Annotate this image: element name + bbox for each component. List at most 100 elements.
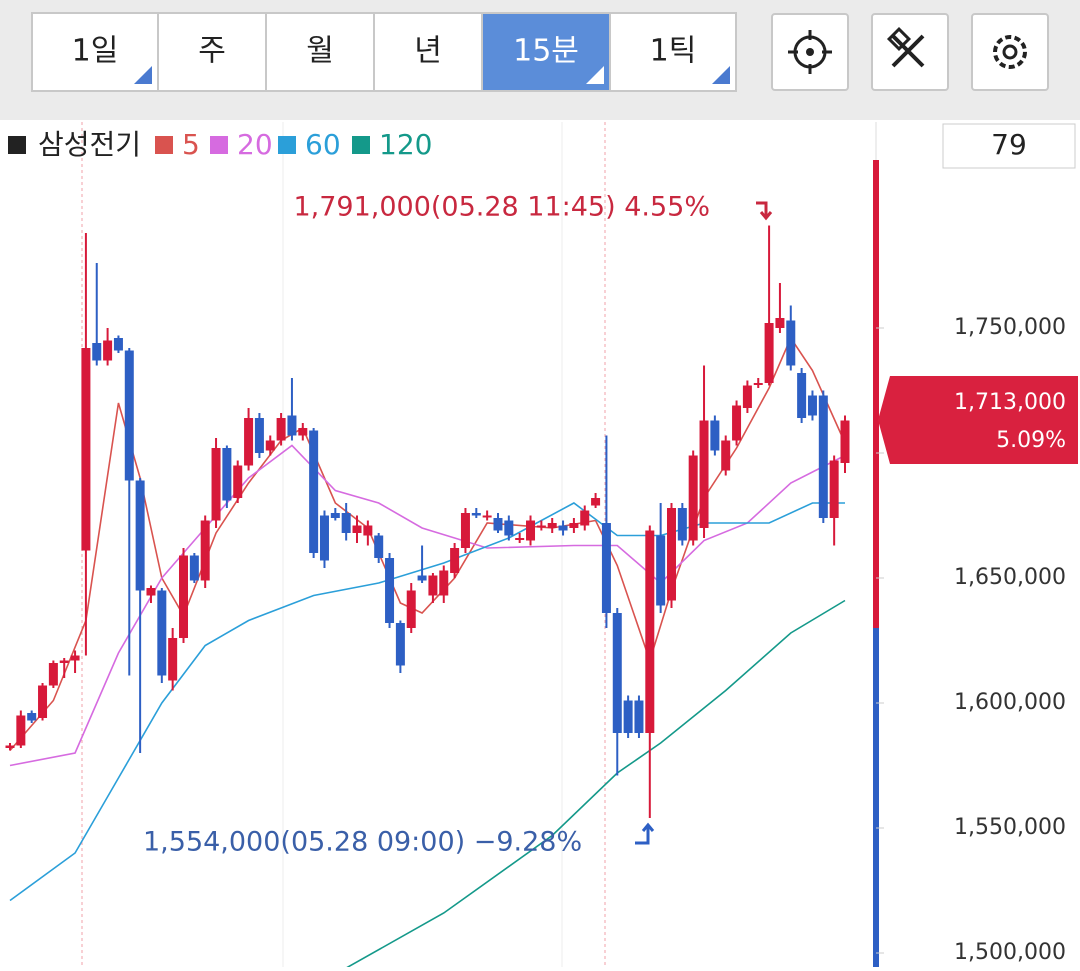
candle-body: [493, 518, 503, 531]
legend-label: 60: [305, 128, 341, 161]
legend-swatch: [278, 136, 296, 154]
candle-body: [482, 515, 492, 518]
candle-body: [591, 498, 601, 506]
low-arrow: [635, 822, 655, 845]
period-label[interactable]: 주: [198, 34, 226, 69]
candle-body: [254, 418, 264, 453]
candle-body: [460, 513, 470, 548]
moving-average: [9, 444, 846, 767]
candle-body: [352, 525, 362, 533]
candle-body: [189, 555, 199, 581]
candle-body: [677, 508, 687, 541]
legend-swatch: [210, 136, 228, 154]
candle-body: [829, 460, 839, 518]
candle-body: [601, 523, 611, 613]
high-annotation: 1,791,000(05.28 11:45) 4.55%: [293, 192, 710, 223]
candle-body: [168, 638, 178, 681]
legend-swatch: [155, 136, 173, 154]
candle-body: [634, 700, 644, 733]
candle-body: [124, 350, 134, 481]
candle-body: [515, 538, 525, 540]
candle-body: [265, 440, 275, 451]
period-button[interactable]: [373, 12, 483, 92]
toolbar: 1일 주 월 년 15분 1틱: [31, 12, 737, 92]
candle-body: [818, 395, 828, 518]
candle-body: [157, 590, 167, 676]
candle-body: [580, 510, 590, 526]
candle-body: [179, 555, 189, 638]
candle-body: [222, 448, 232, 501]
period-button[interactable]: [157, 12, 267, 92]
high-arrow: [756, 201, 773, 221]
candle-body: [807, 395, 817, 416]
candle-body: [753, 383, 763, 385]
candle-body: [330, 513, 340, 518]
candle-body: [341, 513, 351, 533]
y-tick-label: 1,500,000: [954, 940, 1066, 965]
candle-body: [732, 405, 742, 441]
period-label[interactable]: 월: [306, 34, 334, 69]
y-tick-label: 1,600,000: [954, 690, 1066, 715]
candle-body: [721, 440, 731, 471]
candle-body: [428, 575, 438, 596]
price-change: 5.09%: [996, 428, 1066, 453]
candle-body: [656, 535, 666, 606]
candle-body: [92, 343, 102, 361]
period-label[interactable]: 15분: [513, 34, 579, 69]
candle-body: [623, 700, 633, 733]
legend: 삼성전기 5 20 60 120: [8, 128, 432, 161]
candle-body: [645, 530, 655, 733]
candle-body: [135, 480, 145, 591]
period-label[interactable]: 년: [414, 34, 442, 69]
candle-body: [536, 525, 546, 528]
candle-body: [786, 320, 796, 366]
candle-body: [200, 520, 210, 581]
moving-average: [9, 502, 845, 902]
legend-label: 20: [237, 128, 273, 161]
candle-body: [547, 523, 557, 528]
candle-body: [103, 340, 113, 361]
candle-body: [775, 318, 785, 328]
icon-crosshair[interactable]: [771, 13, 849, 91]
candle-body: [374, 535, 384, 558]
candle-body: [59, 660, 69, 663]
candle-body: [385, 558, 395, 623]
candle-body: [146, 588, 156, 596]
icon-settings[interactable]: [971, 13, 1049, 91]
candle-body: [612, 613, 622, 733]
moving-average: [345, 599, 846, 969]
candle-body: [699, 420, 709, 528]
moving-average: [9, 336, 846, 752]
legend-label: 5: [182, 128, 200, 161]
candle-body: [276, 418, 286, 441]
candle-body: [309, 430, 319, 553]
y-tick-label: 1,550,000: [954, 815, 1066, 840]
dropdown-corner: [134, 66, 152, 84]
dropdown-corner: [712, 66, 730, 84]
legend-swatch: [352, 136, 370, 154]
candle-body: [471, 513, 481, 516]
candle-body: [48, 663, 58, 686]
candle-body: [710, 420, 720, 451]
low-annotation: 1,554,000(05.28 09:00) −9.28%: [143, 827, 582, 858]
candle-body: [439, 570, 449, 596]
candle-body: [244, 418, 254, 466]
icon-tools[interactable]: [871, 13, 949, 91]
candle-body: [558, 525, 568, 531]
count-box: [942, 123, 1076, 169]
period-button[interactable]: [31, 12, 159, 92]
candle-body: [840, 420, 850, 463]
range-bar-down: [873, 628, 879, 967]
candle-body: [688, 455, 698, 541]
candle-body: [319, 515, 329, 561]
period-button[interactable]: [481, 12, 611, 92]
candle-body: [38, 685, 48, 718]
period-button[interactable]: [609, 12, 737, 92]
period-label[interactable]: 1틱: [650, 34, 697, 69]
candle-body: [742, 385, 752, 408]
period-label[interactable]: 1일: [72, 34, 119, 69]
dropdown-corner: [586, 66, 604, 84]
candle-body: [27, 713, 37, 721]
price-tag: [878, 376, 1078, 464]
